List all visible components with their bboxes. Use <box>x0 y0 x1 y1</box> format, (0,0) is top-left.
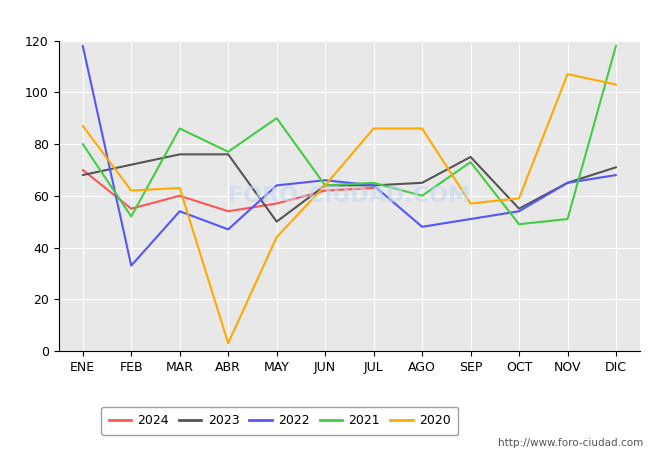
Legend: 2024, 2023, 2022, 2021, 2020: 2024, 2023, 2022, 2021, 2020 <box>101 407 458 435</box>
Text: http://www.foro-ciudad.com: http://www.foro-ciudad.com <box>499 438 644 448</box>
Text: Matriculaciones de Vehiculos en Totana: Matriculaciones de Vehiculos en Totana <box>148 10 502 28</box>
Text: FORO-CIUDAD.COM: FORO-CIUDAD.COM <box>228 186 471 206</box>
